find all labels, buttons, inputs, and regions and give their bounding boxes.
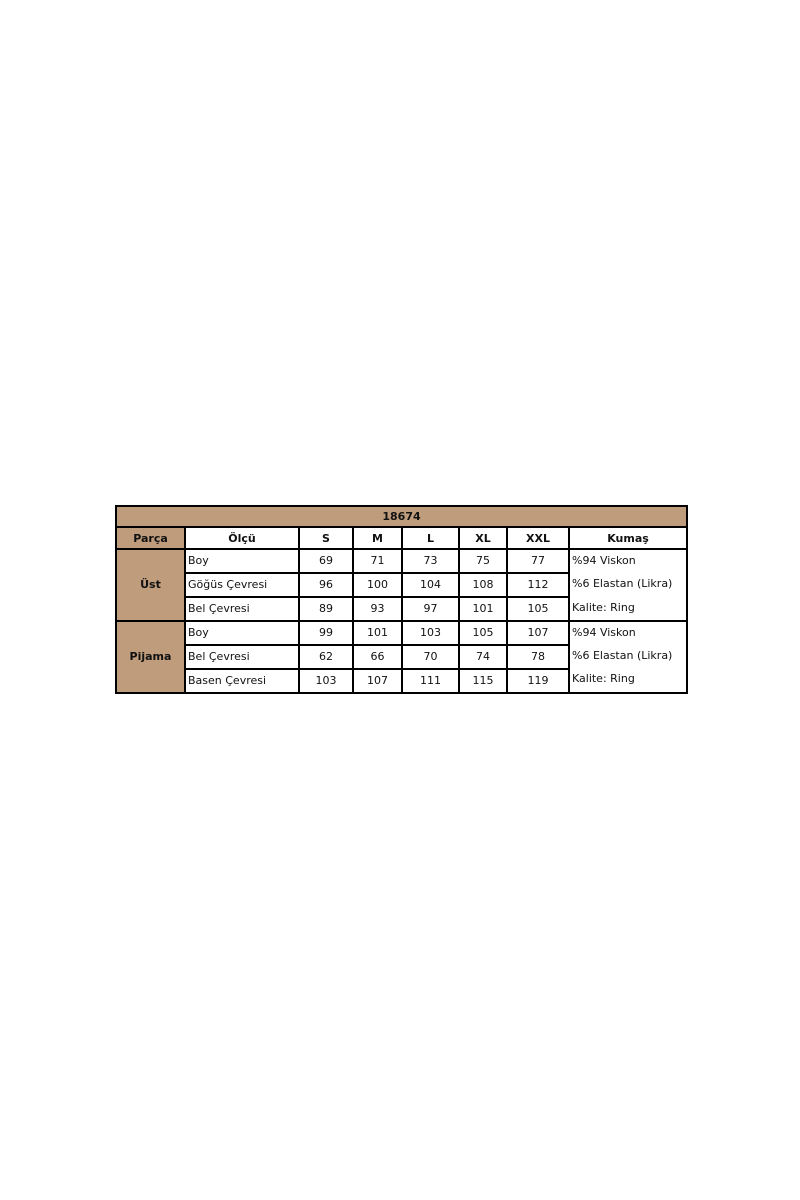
size-value: 77 (506, 548, 570, 574)
fabric-line: Kalite: Ring (572, 672, 635, 686)
size-value: 70 (401, 643, 460, 670)
table-row: Üst Boy 69 71 73 75 77 %94 Viskon %6 Elastan (Li… (115, 548, 689, 622)
size-value: 112 (506, 571, 570, 598)
size-value: 74 (458, 643, 508, 670)
size-value: 119 (506, 667, 570, 694)
size-value: 104 (401, 571, 460, 598)
size-value: 103 (401, 619, 460, 646)
size-value: 100 (352, 571, 403, 598)
header-xl: XL (458, 526, 508, 550)
size-value: 101 (352, 619, 403, 646)
measure-name: Bel Çevresi (184, 643, 300, 670)
size-value: 89 (298, 595, 354, 622)
header-l: L (401, 526, 460, 550)
table-row: Bel Çevresi 62 66 70 74 78 (116, 643, 687, 670)
fabric-line: %6 Elastan (Likra) (572, 649, 673, 663)
group-label: Pijama (115, 619, 186, 694)
table-row: Pijama Boy 99 101 103 105 107 %94 Viskon %6 Elas… (115, 619, 689, 694)
fabric-line: %94 Viskon (572, 554, 636, 567)
fabric-line: %94 Viskon (572, 625, 636, 639)
table-row: Göğüs Çevresi 96 100 104 108 112 (116, 571, 687, 598)
size-value: 96 (298, 571, 354, 598)
size-value: 78 (506, 643, 570, 670)
size-value: 105 (506, 595, 570, 622)
size-value: 111 (401, 667, 460, 694)
size-value: 115 (458, 667, 508, 694)
size-value: 71 (352, 548, 403, 574)
size-value: 107 (352, 667, 403, 694)
measure-name: Göğüs Çevresi (184, 571, 300, 598)
measure-name: Bel Çevresi (184, 595, 300, 622)
size-value: 62 (298, 643, 354, 670)
size-value: 69 (298, 548, 354, 574)
group-label: Üst (115, 548, 186, 622)
size-value: 99 (298, 619, 354, 646)
size-value: 108 (458, 571, 508, 598)
size-value: 75 (458, 548, 508, 574)
header-xxl: XXL (506, 526, 570, 550)
header-olcu: Ölçü (184, 526, 300, 550)
size-value: 73 (401, 548, 460, 574)
fabric-cell: %94 Viskon %6 Elastan (Likra) Kalite: Ring (567, 619, 689, 694)
measure-name: Boy (184, 619, 300, 646)
size-value: 101 (458, 595, 508, 622)
size-value: 105 (458, 619, 508, 646)
size-value: 107 (506, 619, 570, 646)
table-title: 18674 (114, 505, 689, 528)
size-value: 103 (298, 667, 354, 694)
fabric-line: Kalite: Ring (572, 600, 635, 614)
size-value: 97 (401, 595, 460, 622)
header-row: Parça Ölçü S M L XL XXL Kumaş (115, 526, 689, 550)
header-m: M (352, 526, 403, 550)
fabric-line: %6 Elastan (Likra) (572, 577, 673, 591)
size-value: 93 (352, 595, 403, 622)
size-value: 66 (352, 643, 403, 670)
measure-name: Boy (184, 548, 300, 574)
fabric-cell: %94 Viskon %6 Elastan (Likra) Kalite: Ring (567, 548, 689, 622)
measure-name: Basen Çevresi (184, 667, 300, 694)
header-s: S (298, 526, 354, 550)
table-row: Basen Çevresi 103 107 111 115 119 (116, 667, 687, 694)
table-row: Bel Çevresi 89 93 97 101 105 (116, 595, 687, 622)
size-chart-table: 18674 Parça Ölçü S M L XL XXL Kumaş Üst B… (114, 505, 689, 694)
header-parca: Parça (115, 526, 186, 550)
header-kumas: Kumaş (567, 526, 689, 550)
